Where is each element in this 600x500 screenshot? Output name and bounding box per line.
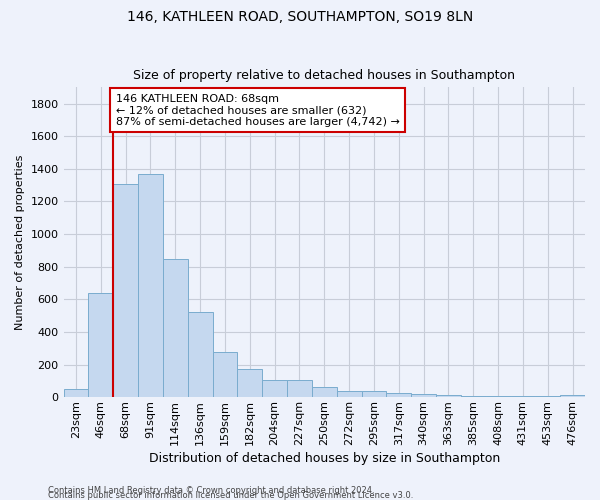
Bar (212, 352, 238, 397)
Bar (436, 394, 461, 397)
X-axis label: Distribution of detached houses by size in Southampton: Distribution of detached houses by size … (149, 452, 500, 465)
Bar (262, 380, 287, 397)
Bar (386, 393, 411, 397)
Text: Contains public sector information licensed under the Open Government Licence v3: Contains public sector information licen… (48, 491, 413, 500)
Bar (238, 368, 262, 397)
Bar (138, 174, 163, 397)
Bar (88, 293, 113, 397)
Bar (535, 396, 560, 397)
Y-axis label: Number of detached properties: Number of detached properties (15, 154, 25, 330)
Bar (411, 394, 436, 397)
Text: Contains HM Land Registry data © Crown copyright and database right 2024.: Contains HM Land Registry data © Crown c… (48, 486, 374, 495)
Bar (64, 389, 88, 397)
Bar (337, 392, 362, 397)
Text: 146, KATHLEEN ROAD, SOUTHAMPTON, SO19 8LN: 146, KATHLEEN ROAD, SOUTHAMPTON, SO19 8L… (127, 10, 473, 24)
Bar (188, 312, 212, 397)
Bar (163, 260, 188, 397)
Text: 146 KATHLEEN ROAD: 68sqm
← 12% of detached houses are smaller (632)
87% of semi-: 146 KATHLEEN ROAD: 68sqm ← 12% of detach… (116, 94, 400, 126)
Bar (113, 184, 138, 397)
Bar (485, 396, 511, 397)
Bar (511, 396, 535, 397)
Title: Size of property relative to detached houses in Southampton: Size of property relative to detached ho… (133, 69, 515, 82)
Bar (287, 380, 312, 397)
Bar (461, 396, 485, 397)
Bar (312, 388, 337, 397)
Bar (362, 392, 386, 397)
Bar (560, 394, 585, 397)
